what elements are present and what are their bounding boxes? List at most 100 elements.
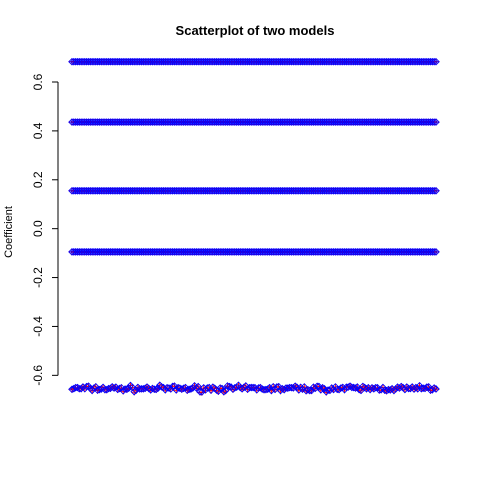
point-diamond (430, 248, 439, 256)
point-diamond (358, 382, 367, 391)
chart-title: Scatterplot of two models (176, 23, 335, 38)
point-diamond (265, 383, 274, 392)
point-diamond (294, 386, 303, 394)
point-diamond (432, 186, 440, 195)
point-diamond (366, 385, 374, 394)
point-diamond (342, 383, 351, 392)
point-diamond (300, 383, 309, 391)
point-diamond (432, 385, 440, 393)
point-diamond (320, 384, 329, 393)
point-diamond (181, 383, 190, 392)
point-diamond (413, 384, 422, 393)
point-diamond (119, 386, 128, 395)
point-diamond (243, 385, 252, 394)
point-diamond (349, 383, 358, 392)
point-diamond (137, 384, 146, 393)
point-diamond (311, 384, 320, 393)
point-diamond (157, 383, 166, 391)
y-tick-label: -0.2 (31, 267, 45, 288)
point-diamond (395, 384, 404, 392)
point-diamond (282, 384, 290, 392)
point-diamond (280, 385, 289, 394)
point-diamond (351, 384, 360, 392)
point-diamond (315, 382, 323, 391)
point-diamond (91, 382, 100, 391)
point-diamond (415, 381, 424, 390)
point-diamond (430, 384, 439, 392)
point-diamond (430, 118, 439, 126)
point-diamond (287, 383, 296, 392)
point-diamond (93, 386, 102, 394)
point-diamond (391, 384, 400, 393)
point-diamond (90, 384, 98, 392)
point-diamond (146, 386, 155, 394)
point-diamond (240, 383, 248, 392)
point-diamond (216, 384, 224, 392)
point-diamond (393, 383, 402, 391)
point-diamond (260, 385, 268, 394)
point-diamond (404, 384, 413, 393)
point-diamond (276, 386, 285, 395)
y-axis-label: Coefficient (3, 206, 15, 258)
point-diamond (115, 384, 124, 393)
point-diamond (380, 386, 389, 395)
series-2 (68, 57, 440, 396)
point-diamond (207, 386, 215, 395)
point-diamond (152, 385, 160, 394)
point-diamond (421, 384, 429, 393)
point-diamond (291, 382, 299, 391)
point-diamond (249, 383, 257, 392)
point-diamond (313, 382, 321, 391)
series-1 (68, 58, 440, 396)
point-diamond (205, 383, 214, 392)
point-diamond (326, 386, 334, 395)
point-diamond (302, 386, 310, 395)
point-diamond (329, 385, 338, 394)
point-diamond (371, 383, 380, 392)
point-diamond (179, 384, 188, 393)
point-diamond (170, 382, 179, 390)
point-diamond (274, 382, 283, 391)
point-diamond (219, 387, 228, 396)
y-tick-label: -0.4 (31, 316, 45, 337)
point-diamond (382, 386, 391, 395)
point-diamond (82, 382, 91, 391)
y-tick-label: 0.4 (31, 122, 45, 139)
point-diamond (102, 385, 111, 394)
point-diamond (432, 118, 440, 126)
point-diamond (368, 383, 376, 392)
point-diamond (263, 385, 272, 393)
point-diamond (185, 385, 193, 394)
y-tick-label: -0.6 (31, 365, 45, 386)
point-diamond (241, 382, 250, 390)
data-points (68, 57, 440, 396)
point-diamond (410, 385, 418, 393)
point-diamond (432, 57, 440, 66)
point-diamond (412, 383, 420, 392)
y-tick-label: 0.0 (31, 220, 45, 237)
point-diamond (384, 385, 393, 394)
point-diamond (124, 384, 133, 392)
point-diamond (139, 384, 148, 393)
point-diamond (209, 383, 217, 392)
point-diamond (262, 385, 270, 394)
point-diamond (183, 386, 192, 395)
point-diamond (196, 387, 204, 396)
point-diamond (218, 384, 226, 393)
point-diamond (430, 186, 439, 195)
point-diamond (318, 383, 327, 392)
point-diamond (316, 385, 325, 394)
point-diamond (423, 383, 431, 391)
point-diamond (113, 385, 122, 394)
point-diamond (123, 385, 131, 394)
point-diamond (424, 383, 433, 391)
point-diamond (192, 384, 201, 392)
point-diamond (273, 383, 281, 391)
point-diamond (165, 384, 173, 392)
point-diamond (229, 385, 237, 394)
point-diamond (397, 382, 406, 391)
point-diamond (69, 384, 78, 393)
point-diamond (174, 383, 182, 392)
point-diamond (353, 383, 362, 391)
